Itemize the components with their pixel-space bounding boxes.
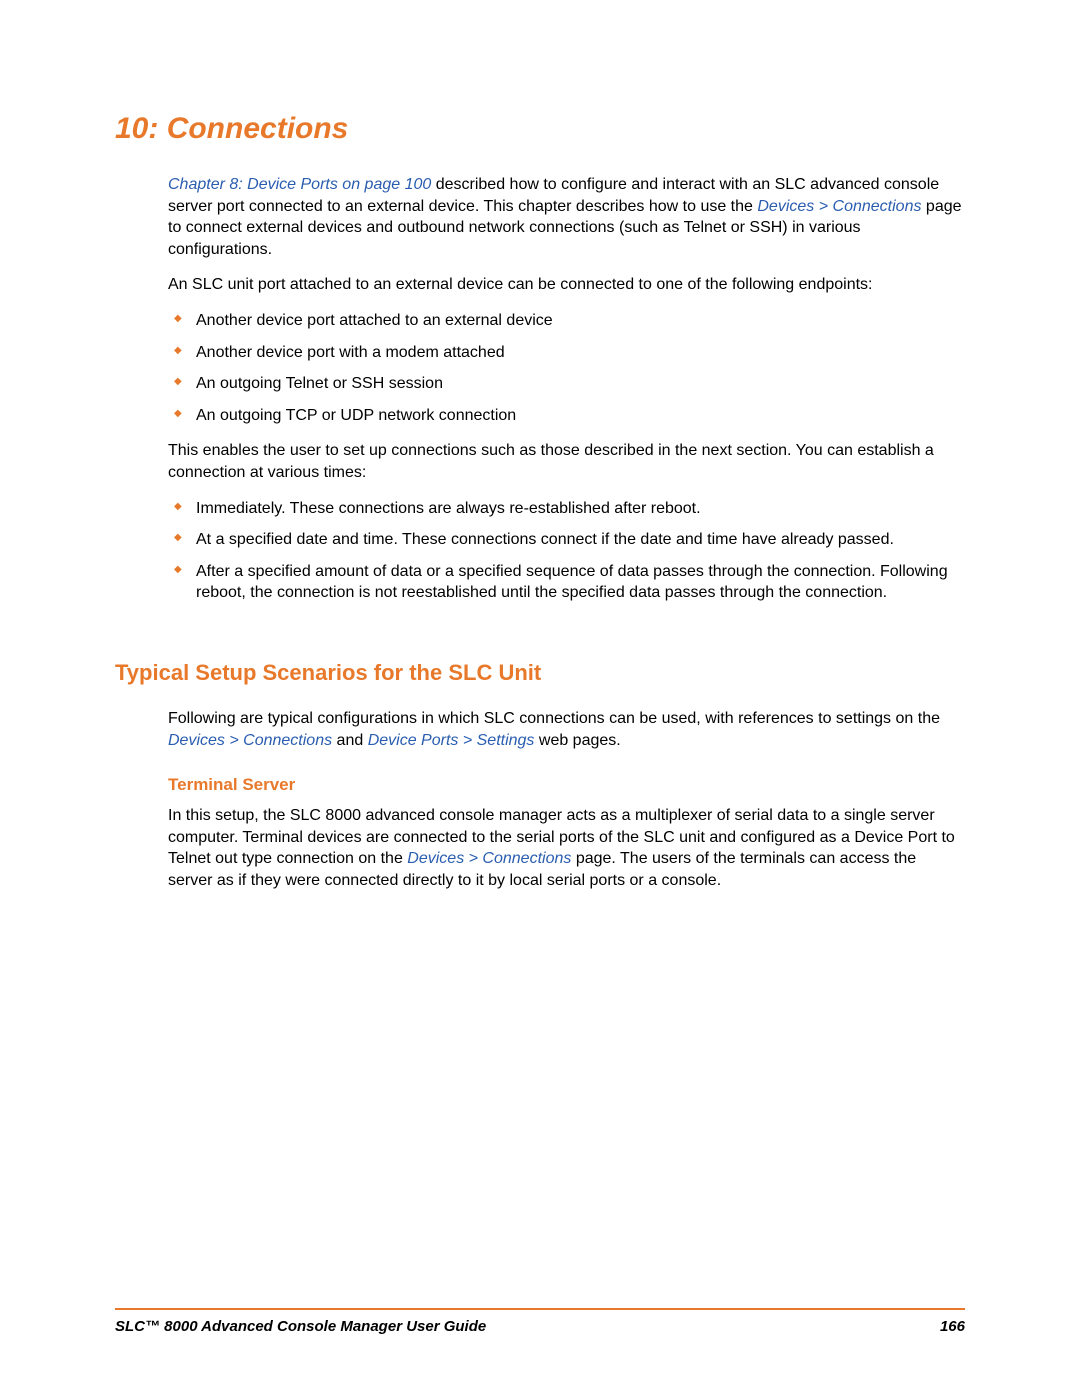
link-devices-connections[interactable]: Devices > Connections xyxy=(757,198,921,215)
chapter-title: 10: Connections xyxy=(115,112,965,146)
list-item: Immediately. These connections are alway… xyxy=(168,498,965,520)
chapter-body: Chapter 8: Device Ports on page 100 desc… xyxy=(168,174,965,604)
section-scenarios-body: Following are typical configurations in … xyxy=(168,708,965,751)
link-device-ports-settings[interactable]: Device Ports > Settings xyxy=(368,732,535,749)
text: and xyxy=(332,732,368,749)
terminal-server-paragraph: In this setup, the SLC 8000 advanced con… xyxy=(168,805,965,891)
list-item: After a specified amount of data or a sp… xyxy=(168,561,965,604)
endpoints-lead: An SLC unit port attached to an external… xyxy=(168,274,965,296)
list-item: Another device port attached to an exter… xyxy=(168,310,965,332)
intro-paragraph: Chapter 8: Device Ports on page 100 desc… xyxy=(168,174,965,260)
list-item: At a specified date and time. These conn… xyxy=(168,529,965,551)
footer-rule xyxy=(115,1308,965,1310)
text: Following are typical configurations in … xyxy=(168,710,940,727)
scenarios-intro: Following are typical configurations in … xyxy=(168,708,965,751)
footer-page-number: 166 xyxy=(940,1318,965,1335)
text: web pages. xyxy=(534,732,620,749)
times-lead: This enables the user to set up connecti… xyxy=(168,440,965,483)
section-heading-scenarios: Typical Setup Scenarios for the SLC Unit xyxy=(115,660,965,686)
page-footer: SLC™ 8000 Advanced Console Manager User … xyxy=(115,1308,965,1335)
list-item: An outgoing TCP or UDP network connectio… xyxy=(168,405,965,427)
section-terminal-body: In this setup, the SLC 8000 advanced con… xyxy=(168,805,965,891)
times-list: Immediately. These connections are alway… xyxy=(168,498,965,604)
footer-guide-title: SLC™ 8000 Advanced Console Manager User … xyxy=(115,1318,486,1335)
link-devices-connections-3[interactable]: Devices > Connections xyxy=(407,850,571,867)
list-item: An outgoing Telnet or SSH session xyxy=(168,373,965,395)
link-devices-connections-2[interactable]: Devices > Connections xyxy=(168,732,332,749)
section-heading-terminal-server: Terminal Server xyxy=(168,775,965,795)
endpoints-list: Another device port attached to an exter… xyxy=(168,310,965,426)
link-chapter8[interactable]: Chapter 8: Device Ports on page 100 xyxy=(168,176,431,193)
list-item: Another device port with a modem attache… xyxy=(168,342,965,364)
